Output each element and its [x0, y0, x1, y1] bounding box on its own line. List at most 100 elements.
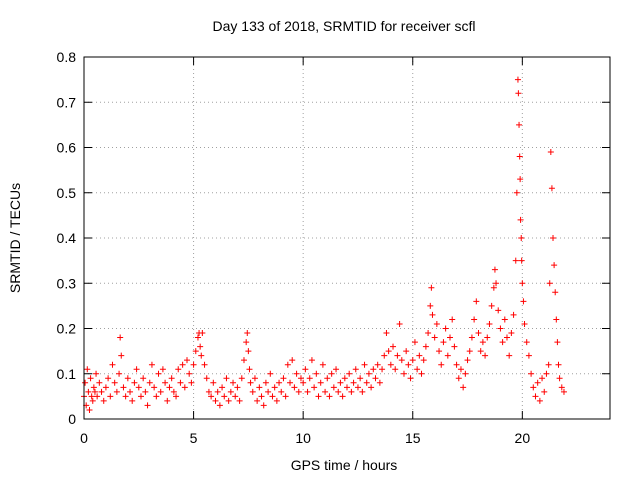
data-point	[455, 375, 462, 382]
data-point	[363, 379, 370, 386]
data-point	[451, 343, 458, 350]
data-point	[157, 388, 164, 395]
data-point	[536, 397, 543, 404]
data-point	[350, 379, 357, 386]
data-point	[548, 185, 555, 192]
x-tick-label: 5	[190, 430, 198, 446]
data-point	[230, 379, 237, 386]
data-point	[554, 339, 561, 346]
data-point	[181, 384, 188, 391]
data-point	[425, 330, 432, 337]
data-point	[326, 393, 333, 400]
data-point	[411, 339, 418, 346]
data-point	[477, 348, 484, 355]
data-point	[100, 397, 107, 404]
data-point	[530, 384, 537, 391]
data-point	[438, 361, 445, 368]
data-point	[513, 189, 520, 196]
x-tick-label: 20	[515, 430, 531, 446]
data-point	[515, 90, 522, 97]
data-point	[466, 348, 473, 355]
data-point	[254, 397, 261, 404]
data-point	[232, 393, 239, 400]
data-point	[129, 397, 136, 404]
data-point	[291, 384, 298, 391]
data-point	[166, 384, 173, 391]
data-point	[346, 370, 353, 377]
data-point	[550, 235, 557, 241]
data-point	[330, 384, 337, 391]
data-point	[431, 334, 438, 341]
data-point	[144, 402, 151, 409]
data-point	[416, 352, 423, 359]
data-point	[541, 388, 548, 395]
data-point	[289, 357, 296, 364]
data-point	[552, 289, 559, 296]
data-point	[512, 257, 519, 264]
data-point	[385, 348, 392, 355]
data-point	[368, 384, 375, 391]
data-point	[405, 361, 412, 368]
data-point	[306, 375, 313, 382]
data-point	[153, 393, 160, 400]
data-point	[488, 302, 495, 309]
data-point	[361, 361, 368, 368]
data-point	[243, 339, 250, 346]
data-point	[308, 357, 315, 364]
data-point	[190, 361, 197, 368]
data-point	[503, 334, 510, 341]
data-point	[89, 397, 96, 404]
data-point	[271, 384, 278, 391]
data-point	[219, 384, 226, 391]
data-point	[528, 370, 535, 377]
data-point	[506, 352, 513, 359]
data-point	[113, 388, 120, 395]
data-point	[88, 393, 95, 400]
y-tick-label: 0.3	[57, 275, 77, 291]
data-point	[203, 375, 210, 382]
data-point	[396, 320, 403, 327]
data-point	[96, 379, 103, 386]
data-point	[148, 361, 155, 368]
data-point	[223, 375, 230, 382]
data-point	[102, 384, 109, 391]
data-point	[111, 379, 118, 386]
data-point	[311, 384, 318, 391]
data-point	[422, 343, 429, 350]
data-point	[240, 357, 247, 364]
data-point	[551, 262, 558, 269]
data-point	[82, 379, 89, 386]
data-point	[471, 316, 478, 323]
data-point	[359, 388, 366, 395]
data-point	[447, 334, 454, 341]
data-point	[523, 339, 530, 346]
points-layer	[81, 76, 567, 413]
data-point	[135, 384, 142, 391]
grid-layer	[84, 57, 610, 419]
data-point	[155, 370, 162, 377]
data-point	[407, 375, 414, 382]
data-point	[479, 339, 486, 346]
data-point	[319, 361, 326, 368]
data-point	[460, 384, 467, 391]
x-axis-title: GPS time / hours	[291, 457, 398, 473]
data-point	[133, 366, 140, 373]
data-point	[258, 393, 265, 400]
data-point	[493, 280, 500, 287]
data-point	[440, 339, 447, 346]
data-point	[173, 393, 180, 400]
data-point	[428, 284, 435, 291]
data-point	[210, 379, 217, 386]
data-point	[208, 393, 215, 400]
data-point	[247, 379, 254, 386]
y-tick-label: 0	[68, 411, 76, 427]
data-point	[276, 379, 283, 386]
data-point	[98, 388, 105, 395]
data-point	[177, 379, 184, 386]
data-point	[560, 388, 567, 395]
data-point	[482, 352, 489, 359]
data-point	[162, 379, 169, 386]
data-point	[280, 375, 287, 382]
data-point	[370, 366, 377, 373]
data-point	[518, 235, 525, 241]
